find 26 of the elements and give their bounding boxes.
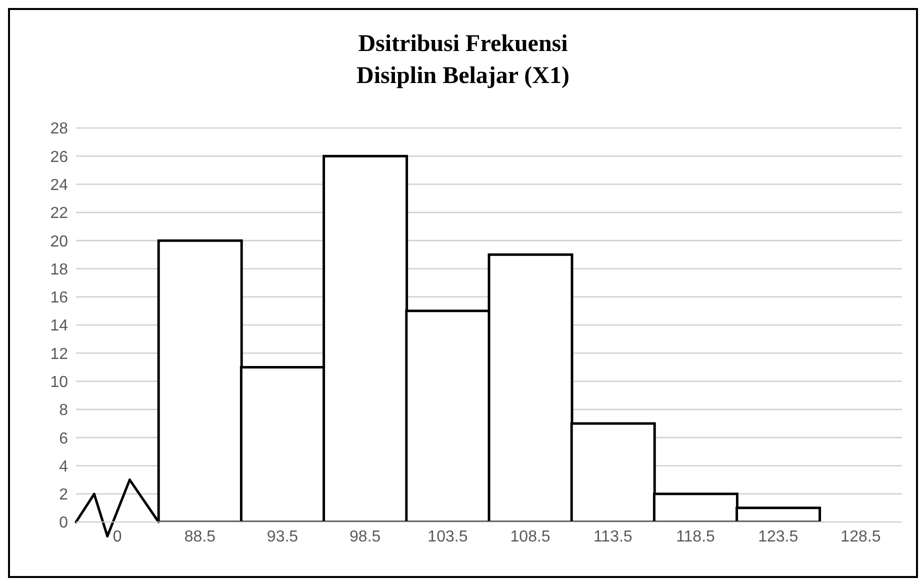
y-tick-label: 8 bbox=[59, 402, 68, 420]
x-tick-label: 93.5 bbox=[266, 528, 298, 546]
x-tick-label: 118.5 bbox=[676, 528, 716, 546]
y-tick-label: 20 bbox=[50, 233, 68, 250]
x-tick-label: 103.5 bbox=[428, 528, 468, 546]
y-tick-label: 26 bbox=[50, 148, 68, 166]
x-tick-label: 108.5 bbox=[510, 528, 550, 546]
x-tick-label: 123.5 bbox=[758, 528, 798, 546]
y-tick-label: 6 bbox=[59, 430, 68, 448]
y-tick-label: 10 bbox=[50, 374, 68, 391]
x-tick-label: 88.5 bbox=[184, 528, 216, 546]
y-tick-label: 16 bbox=[50, 290, 68, 307]
chart-title: Dsitribusi Frekuensi Disiplin Belajar (X1) bbox=[356, 30, 570, 91]
y-tick-label: 28 bbox=[50, 120, 68, 138]
y-tick-label: 12 bbox=[50, 346, 68, 363]
y-tick-label: 0 bbox=[59, 514, 68, 532]
x-tick-label: 113.5 bbox=[593, 528, 632, 546]
y-tick-label: 2 bbox=[59, 486, 68, 504]
y-tick-label: 24 bbox=[50, 176, 68, 194]
y-tick-label: 22 bbox=[50, 205, 68, 222]
x-tick-label: 0 bbox=[112, 528, 122, 546]
x-tick-label: 128.5 bbox=[840, 528, 881, 546]
y-tick-label: 14 bbox=[50, 318, 68, 335]
y-tick-label: 18 bbox=[50, 261, 68, 278]
x-tick-label: 98.5 bbox=[350, 528, 381, 546]
y-tick-label: 4 bbox=[59, 458, 68, 476]
